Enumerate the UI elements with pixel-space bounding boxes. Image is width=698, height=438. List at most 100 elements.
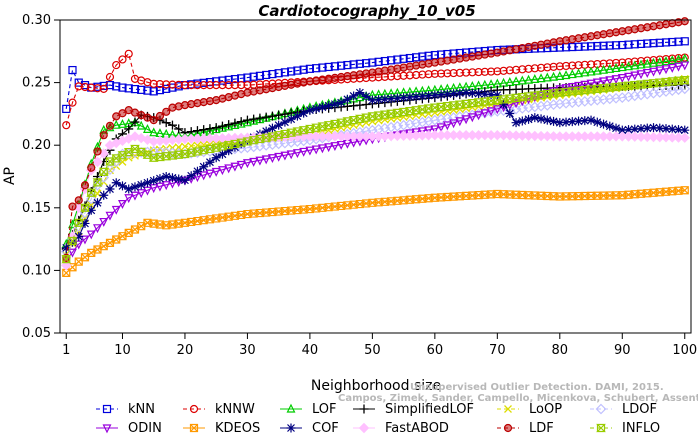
point-cof xyxy=(486,90,496,100)
point-knnw xyxy=(549,62,558,71)
point-knn xyxy=(668,37,677,47)
point-cof xyxy=(224,146,234,156)
point-cof xyxy=(549,116,559,126)
point-knn xyxy=(62,104,71,113)
point-simplifiedlof xyxy=(217,121,227,131)
legend-item-loop: LoOP xyxy=(497,402,562,417)
point-ldf xyxy=(118,109,127,118)
point-knnw xyxy=(87,83,96,92)
series-cof xyxy=(61,88,690,253)
legend-label-knn: kNN xyxy=(128,402,155,417)
point-odin xyxy=(461,115,471,125)
x-tick-label: 90 xyxy=(614,343,631,358)
point-odin xyxy=(467,113,477,123)
point-knn xyxy=(387,56,396,65)
point-ldf xyxy=(74,196,83,205)
point-knn xyxy=(636,39,646,49)
point-knn xyxy=(399,54,408,63)
watermark-line-1: Unsupervised Outlier Detection. DAMI, 20… xyxy=(410,382,664,393)
series-line-inflo xyxy=(65,79,685,260)
point-cof xyxy=(467,88,477,98)
point-lof xyxy=(549,71,559,81)
point-cof xyxy=(411,92,421,102)
point-knnw xyxy=(193,81,202,90)
point-cof xyxy=(542,115,552,125)
legend-marker-cof xyxy=(286,423,296,433)
point-knn xyxy=(230,74,240,84)
legend-item-lof: LOF xyxy=(280,402,337,417)
point-lof xyxy=(68,219,77,229)
chart-title: Cardiotocography_10_v05 xyxy=(258,2,475,20)
legend-label-odin: ODIN xyxy=(128,421,162,434)
point-knnw xyxy=(624,57,633,67)
point-odin xyxy=(286,150,296,160)
point-odin xyxy=(580,80,590,90)
point-inflo xyxy=(679,75,690,85)
point-knn xyxy=(661,38,671,47)
point-knnw xyxy=(180,81,190,90)
point-odin xyxy=(242,159,252,169)
point-knn xyxy=(362,59,371,68)
point-simplifiedlof xyxy=(130,117,140,127)
point-odin xyxy=(424,126,434,136)
point-odin xyxy=(199,171,209,181)
point-odin xyxy=(224,164,234,174)
point-odin xyxy=(567,83,577,92)
point-odin xyxy=(155,182,165,192)
watermark-line-2: Campos, Zimek, Sander, Campello, Micenko… xyxy=(338,393,698,404)
point-ldf xyxy=(68,202,77,211)
point-odin xyxy=(261,155,271,165)
point-knn xyxy=(674,37,683,46)
point-cof xyxy=(536,114,546,124)
point-knn xyxy=(224,75,233,84)
point-knn xyxy=(112,82,121,91)
point-inflo xyxy=(67,236,78,246)
point-cof xyxy=(317,102,327,112)
legend-marker-knnw xyxy=(189,404,199,414)
x-axis-title: Neighborhood size xyxy=(311,378,441,394)
point-odin xyxy=(280,151,290,161)
legend-label-ldf: LDF xyxy=(529,421,554,434)
point-lof xyxy=(661,56,671,66)
point-cof xyxy=(386,94,396,104)
point-cof xyxy=(524,114,534,124)
point-cof xyxy=(649,123,659,133)
point-lof xyxy=(536,73,546,83)
point-cof xyxy=(380,94,390,104)
point-simplifiedlof xyxy=(124,124,134,134)
point-ldf xyxy=(99,131,108,140)
point-fastabod xyxy=(92,156,103,168)
point-knnw xyxy=(155,80,165,89)
point-knn xyxy=(124,84,133,93)
point-odin xyxy=(474,111,484,121)
point-ldf xyxy=(93,147,102,156)
point-simplifiedlof xyxy=(236,117,246,127)
point-cof xyxy=(299,108,309,118)
point-cof xyxy=(480,89,490,99)
point-knnw xyxy=(168,80,177,89)
point-odin xyxy=(142,186,152,196)
point-lof xyxy=(542,72,552,82)
point-cof xyxy=(574,116,584,126)
point-knn xyxy=(368,58,377,67)
x-tick-label: 50 xyxy=(364,343,381,358)
point-knn xyxy=(655,38,664,47)
point-cof xyxy=(442,89,452,99)
point-knn xyxy=(137,85,146,94)
point-knnw xyxy=(199,81,208,90)
point-knnw xyxy=(224,81,233,90)
point-knnw xyxy=(461,68,471,77)
point-lof xyxy=(142,123,152,133)
point-odin xyxy=(455,117,465,127)
point-lof xyxy=(586,66,596,76)
point-ldf xyxy=(149,116,158,125)
point-cof xyxy=(455,88,465,98)
point-cof xyxy=(324,101,334,111)
point-cof xyxy=(592,117,602,127)
point-knn xyxy=(630,40,639,49)
point-ldof xyxy=(679,83,691,95)
point-knn xyxy=(337,61,346,70)
point-knn xyxy=(118,83,127,92)
point-odin xyxy=(267,154,277,164)
point-odin xyxy=(667,63,677,73)
